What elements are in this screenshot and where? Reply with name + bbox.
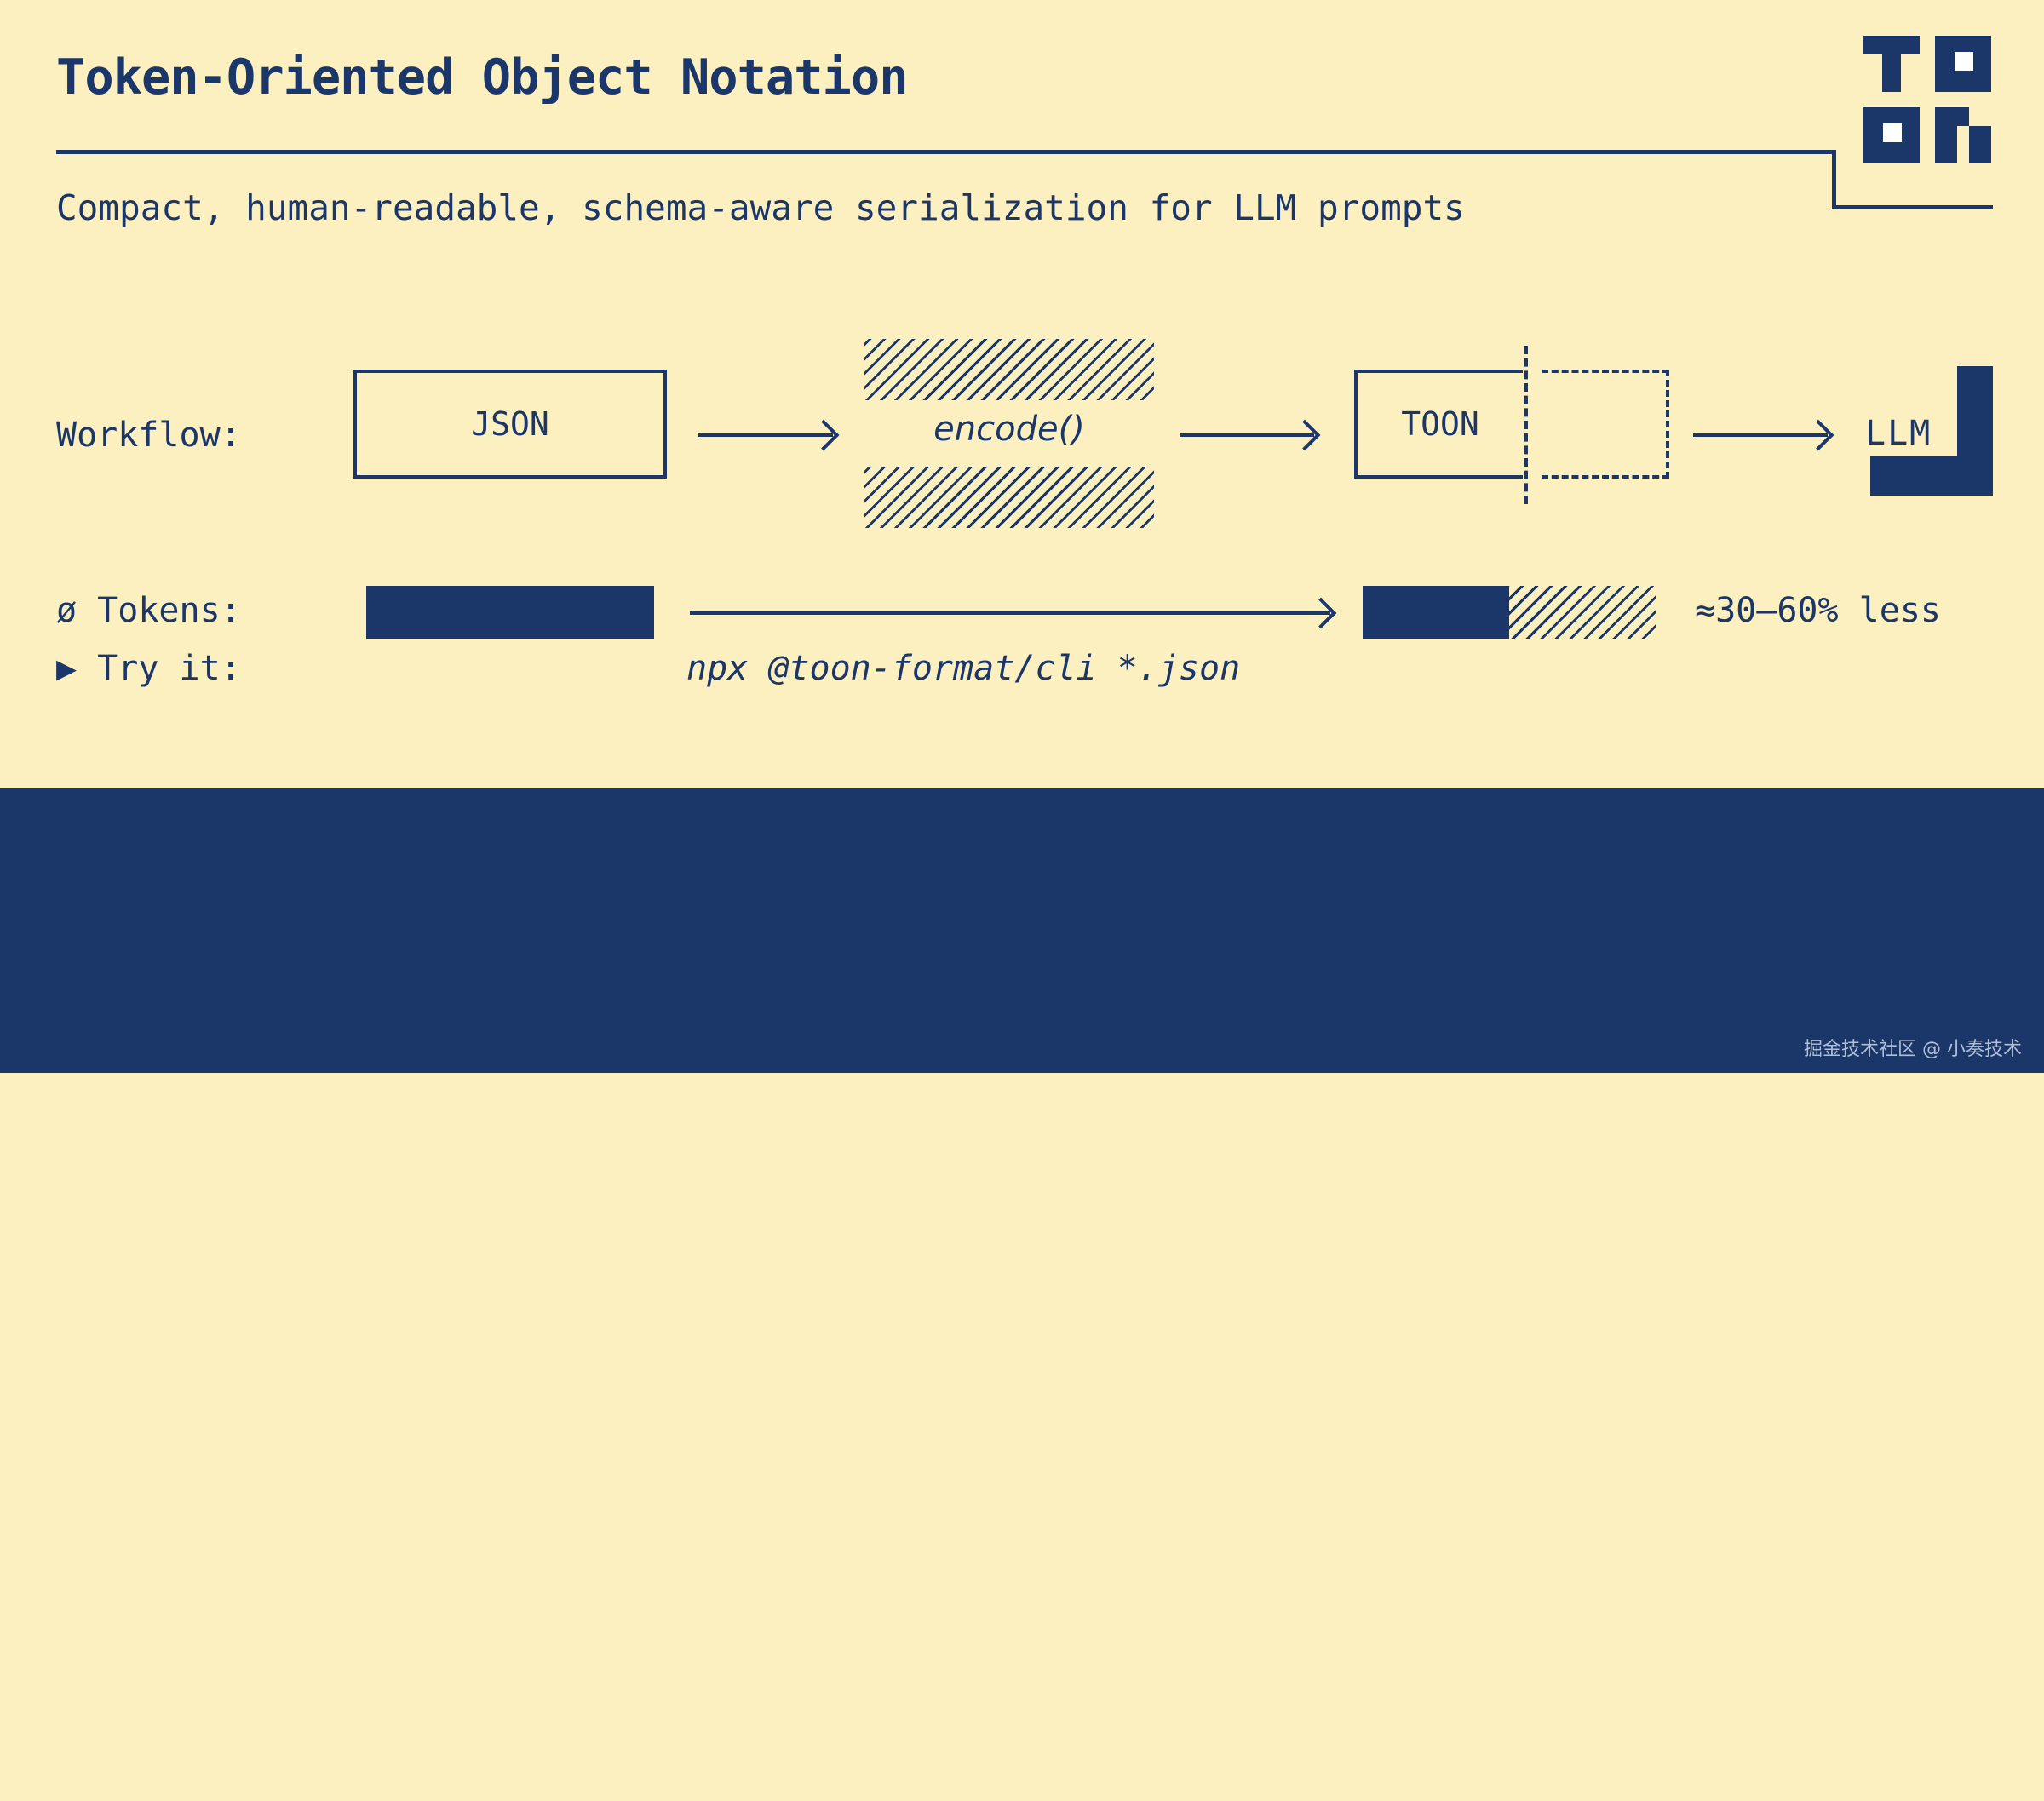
accuracy-arrow-head-icon: [947, 1756, 969, 1785]
try-it-label: ▶ Try it:: [56, 649, 241, 688]
tokens-toon-bar-solid: [1363, 586, 1509, 639]
workflow-encode-step: encode(): [933, 410, 1085, 449]
best-for-line-toon: repeated structure • tables: [1272, 1687, 1827, 1726]
watermark: 掘金技术社区 @ 小奏技术: [1804, 1039, 2022, 1060]
llm-block-shape: [1870, 366, 1993, 496]
retrieval-accuracy-value-json: 69.7%: [1015, 1746, 1118, 1785]
poster-canvas: Token-Oriented Object Notation Compact, …: [0, 0, 2044, 1073]
panel-row-label-toon: TOON: [56, 1689, 139, 1728]
avg-tokens-toon-bar-solid: [368, 1682, 511, 1723]
tokens-label: ø Tokens:: [56, 591, 241, 630]
workflow-json-box: JSON: [353, 370, 667, 479]
page-subtitle: Compact, human-readable, schema-aware se…: [56, 187, 1465, 228]
tokens-toon-bar-hatched: [1509, 586, 1656, 639]
toon-box-ghost-extension: [1542, 370, 1669, 479]
tokens-savings-text: ≈30–60% less: [1695, 591, 1941, 630]
workflow-arrow-1-icon: [698, 433, 833, 437]
logo-letter-o2-icon: [1863, 107, 1920, 163]
panel-row-arrow-toon-icon: →: [201, 1689, 221, 1726]
panel-row-label-json: JSON: [56, 1747, 139, 1787]
retrieval-accuracy-bar-json: [742, 1756, 969, 1785]
encode-hatch-top: [864, 339, 1154, 400]
comparison-panel: TOON → JSON → avg tokens retrieval accur…: [0, 788, 2044, 1801]
avg-tokens-column-title: avg tokens: [390, 1627, 595, 1666]
header-divider: [56, 150, 1836, 154]
panel-row-arrow-json-icon: →: [201, 1747, 221, 1785]
workflow-label: Workflow:: [56, 416, 241, 455]
page-title: Token-Oriented Object Notation: [56, 49, 909, 106]
toon-logo: [1863, 36, 1991, 163]
accuracy-marker-diamond-icon: [742, 1699, 767, 1724]
workflow-arrow-3-icon: [1693, 433, 1828, 437]
logo-letter-n-icon: [1935, 107, 1991, 163]
encode-hatch-bottom: [864, 467, 1154, 528]
retrieval-accuracy-value-toon: 73.9%: [1015, 1687, 1118, 1726]
workflow-toon-box: TOON: [1354, 370, 1523, 479]
logo-letter-t-icon: [1863, 36, 1920, 92]
accuracy-arrow-head-icon: [973, 1697, 995, 1726]
avg-tokens-json-bar: [368, 1741, 654, 1801]
tokens-comparison-arrow-icon: [690, 611, 1330, 615]
retrieval-accuracy-bar-toon: [742, 1697, 995, 1726]
logo-letter-o-icon: [1935, 36, 1991, 92]
accuracy-marker-diamond-icon: [742, 1758, 767, 1783]
toon-box-divider: [1524, 346, 1528, 504]
best-for-column-title: best for: [1295, 1627, 1459, 1666]
tokens-json-bar: [366, 586, 654, 639]
retrieval-accuracy-column-title: retrieval accuracy: [749, 1627, 1119, 1666]
workflow-arrow-2-icon: [1180, 433, 1314, 437]
avg-tokens-toon-bar-hatched: [511, 1682, 654, 1723]
header-divider-elbow: [1832, 150, 1836, 209]
workflow-llm-box: LLM: [1865, 414, 1932, 453]
header-divider-tail: [1832, 205, 1993, 209]
best-for-line-json: varying fields • deep trees: [1272, 1746, 1827, 1785]
try-it-command: npx @toon-format/cli *.json: [686, 649, 1241, 688]
